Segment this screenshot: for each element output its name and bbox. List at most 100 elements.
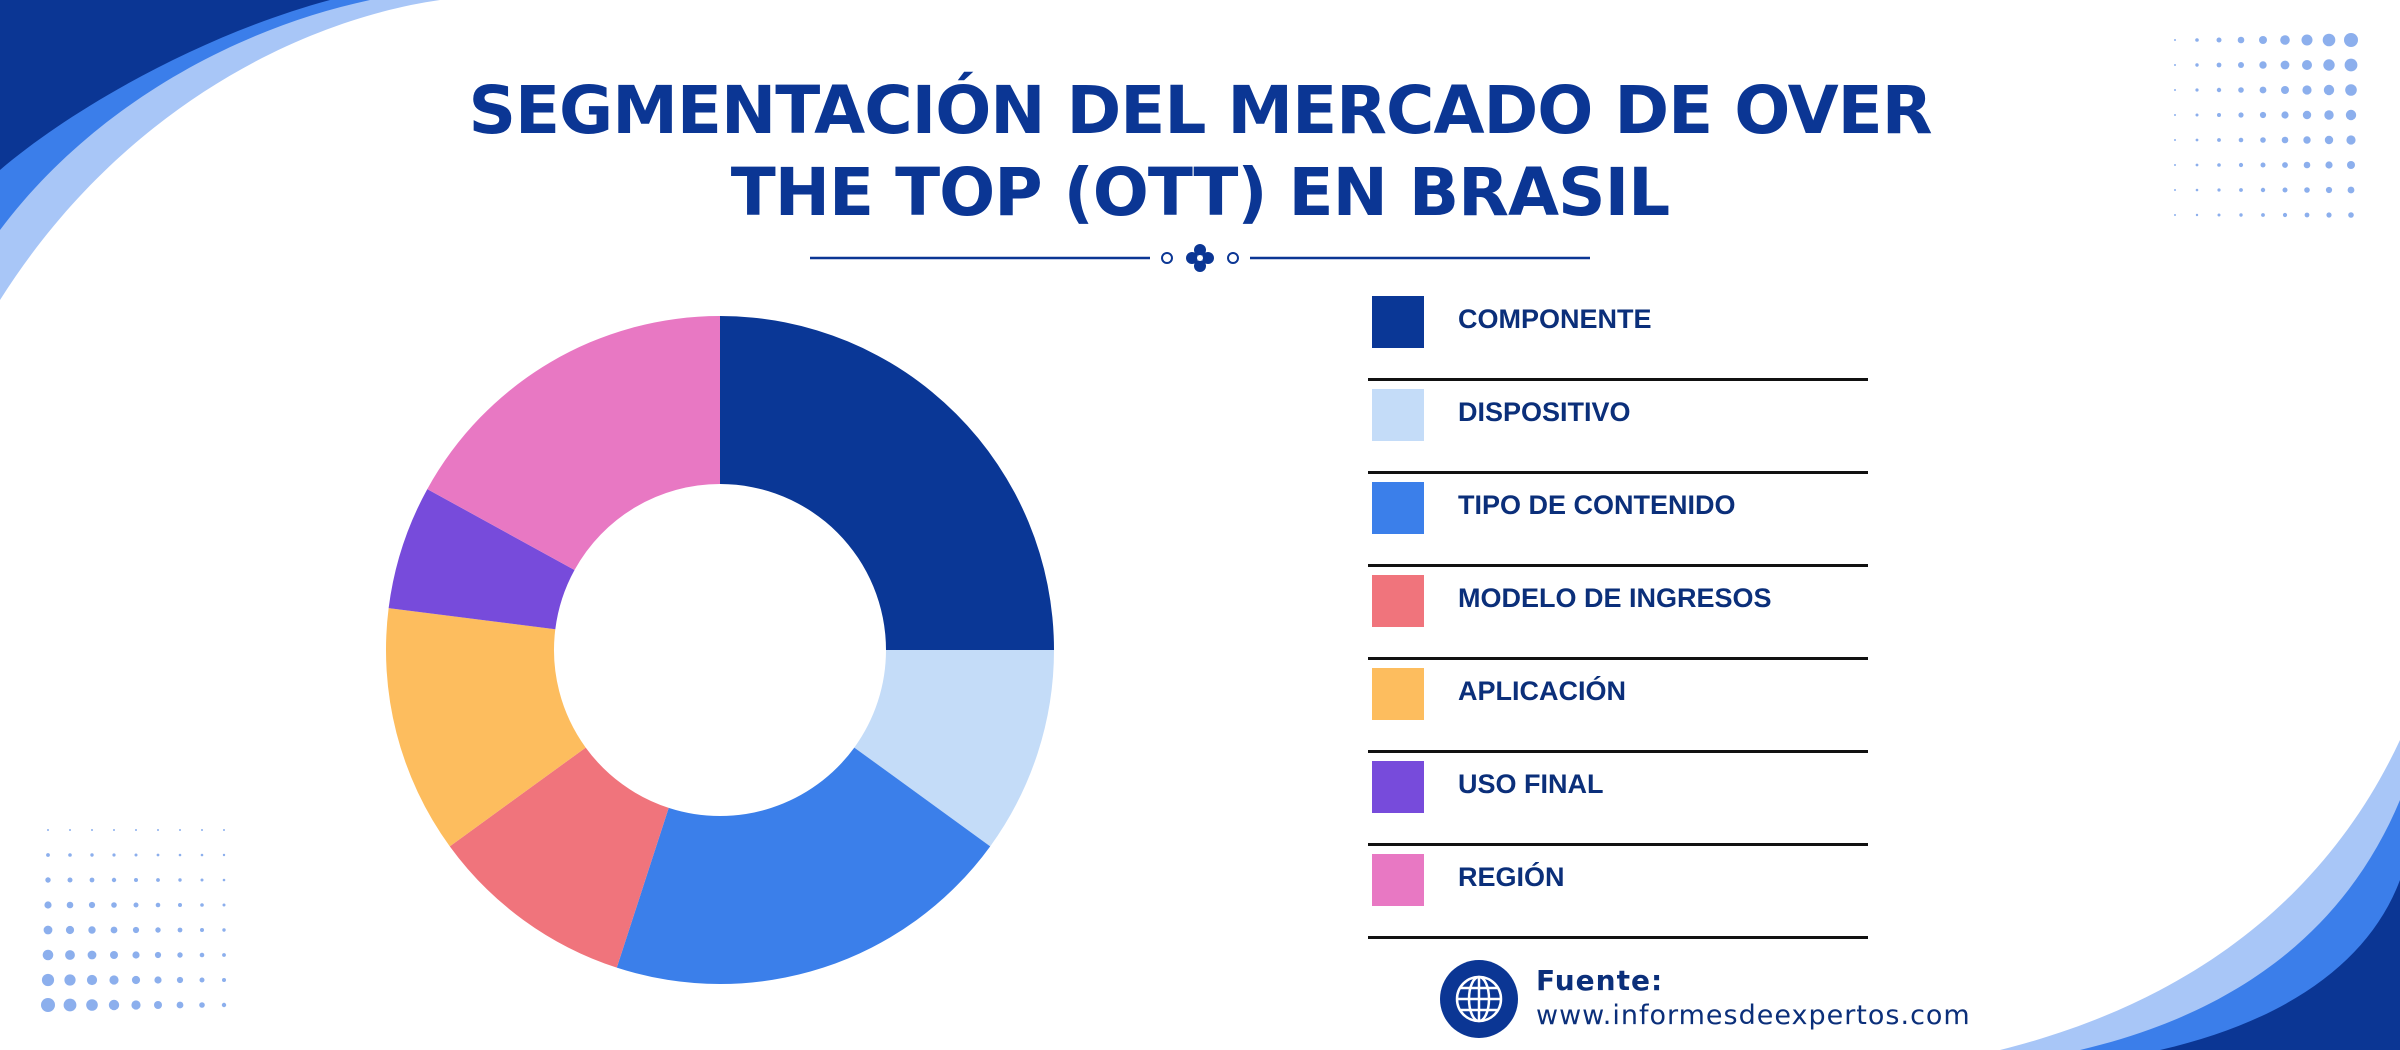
decorative-dot [88, 901, 96, 909]
decorative-dot [2174, 64, 2176, 66]
decorative-dot [132, 926, 140, 934]
decorative-dot [2238, 112, 2244, 118]
legend-label: APLICACIÓN [1458, 676, 1626, 706]
decorative-dot [155, 902, 161, 908]
top-right-dot-grid [2174, 33, 2358, 218]
decorative-dot [201, 829, 203, 831]
decorative-dot [2345, 109, 2357, 121]
donut-slice-dispositivo [854, 650, 1054, 847]
decorative-dot [2259, 61, 2267, 69]
decorative-dot [2195, 88, 2199, 92]
decorative-dot [2239, 213, 2243, 217]
decorative-dot [134, 878, 138, 882]
source-label: Fuente: [1536, 964, 1664, 997]
decorative-dot [65, 950, 75, 960]
donut-slice-uso-final [388, 489, 575, 630]
decorative-dot [43, 925, 53, 935]
legend-item-tipo-de-contenido: TIPO DE CONTENIDO [1368, 474, 1868, 567]
decorative-dot [90, 853, 94, 857]
decorative-dot [2195, 213, 2199, 217]
decorative-dot [2325, 161, 2333, 169]
decorative-dot [110, 926, 118, 934]
decorative-dot [135, 829, 137, 831]
decorative-dot [41, 973, 55, 987]
decorative-dot [2195, 63, 2199, 67]
decorative-dot [199, 1002, 205, 1008]
decorative-dot [2174, 164, 2176, 166]
decorative-dot [2217, 113, 2221, 117]
decorative-dot [65, 925, 75, 935]
bottom-left-dot-grid [41, 829, 227, 1012]
decorative-dot [68, 853, 72, 857]
decorative-dot [200, 853, 204, 857]
decorative-dot [156, 853, 160, 857]
decorative-dot [2282, 212, 2288, 218]
decorative-dot [178, 878, 182, 882]
decorative-dot [86, 999, 98, 1011]
legend-label: USO FINAL [1458, 769, 1604, 799]
decorative-dot [2260, 137, 2266, 143]
legend-swatch [1372, 575, 1424, 627]
ornamental-divider [810, 244, 1590, 272]
decorative-dot [200, 903, 204, 907]
decorative-dot [199, 952, 205, 958]
decorative-dot [112, 853, 116, 857]
donut-slice-tipo-de-contenido [616, 747, 991, 984]
decorative-dot [2174, 189, 2176, 191]
legend-item-componente: COMPONENTE [1368, 288, 1868, 381]
decorative-dot [2281, 136, 2289, 144]
decorative-dot [222, 953, 226, 957]
decorative-dot [2304, 212, 2310, 218]
decorative-dot [200, 928, 204, 932]
decorative-dot [2282, 162, 2288, 168]
decorative-dot [2281, 111, 2289, 119]
decorative-dot [2282, 187, 2288, 193]
legend-label: REGIÓN [1458, 862, 1565, 892]
decorative-dot [69, 829, 71, 831]
decorative-dot [44, 901, 52, 909]
decorative-dot [2324, 110, 2334, 120]
decorative-dot [2260, 162, 2266, 168]
decorative-dot [2174, 214, 2176, 216]
decorative-dot [109, 975, 119, 985]
decorative-dot [2174, 89, 2176, 91]
decorative-dot [2344, 33, 2358, 47]
legend-swatch [1372, 389, 1424, 441]
decorative-dot [110, 951, 118, 959]
legend-item-uso-final: USO FINAL [1368, 753, 1868, 846]
legend-item-dispositivo: DISPOSITIVO [1368, 381, 1868, 474]
decorative-dot [42, 949, 54, 961]
decorative-dot [2216, 37, 2222, 43]
decorative-dot [2326, 212, 2332, 218]
decorative-dot [66, 901, 74, 909]
decorative-dot [131, 1000, 141, 1010]
decorative-dot [2281, 86, 2289, 94]
decorative-dot [2237, 36, 2245, 44]
decorative-dot [222, 853, 226, 857]
decorative-dot [2345, 84, 2357, 96]
decorative-dot [2280, 35, 2290, 45]
decorative-dot [2303, 136, 2311, 144]
decorative-dot [2346, 135, 2356, 145]
decorative-dot [2302, 85, 2312, 95]
decorative-dot [63, 998, 77, 1012]
decorative-dot [2195, 113, 2199, 117]
source-url[interactable]: www.informesdeexpertos.com [1536, 1000, 1971, 1031]
decorative-dot [2238, 87, 2244, 93]
decorative-dot [2259, 111, 2267, 119]
legend-item-modelo-de-ingresos: MODELO DE INGRESOS [1368, 567, 1868, 660]
decorative-dot [2259, 86, 2267, 94]
donut-slice-modelo-de-ingresos [449, 747, 669, 968]
legend-item-aplicacion: APLICACIÓN [1368, 660, 1868, 753]
globe-icon [1440, 960, 1518, 1038]
decorative-dot [2280, 60, 2290, 70]
decorative-dot [2238, 62, 2244, 68]
donut-slice-componente [720, 316, 1054, 650]
legend-item-region: REGIÓN [1368, 846, 1868, 939]
decorative-dot [176, 976, 184, 984]
page-title: SEGMENTACIÓN DEL MERCADO DE OVER THE TOP… [468, 72, 1932, 231]
legend-swatch [1372, 854, 1424, 906]
decorative-dot [2195, 38, 2199, 42]
decorative-dot [64, 974, 76, 986]
